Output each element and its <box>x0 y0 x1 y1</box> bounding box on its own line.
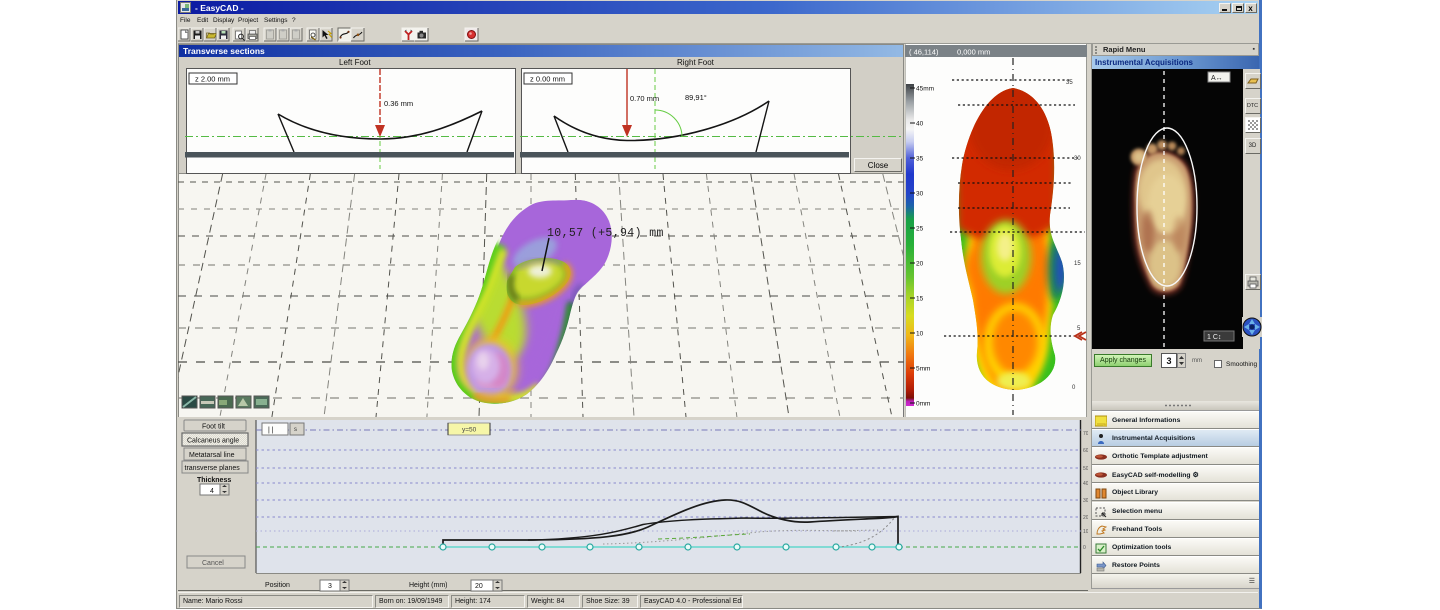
svg-text:0.36 mm: 0.36 mm <box>384 99 413 108</box>
svg-text:35: 35 <box>1066 80 1073 86</box>
svg-text:30: 30 <box>1083 498 1088 504</box>
svg-text:15: 15 <box>1074 261 1081 267</box>
svg-text:z 0.00 mm: z 0.00 mm <box>530 75 565 84</box>
svg-text:5: 5 <box>1077 326 1081 332</box>
svg-text:Metatarsal line: Metatarsal line <box>189 452 235 459</box>
svg-text:0: 0 <box>1083 545 1086 551</box>
svg-text:4: 4 <box>210 488 214 495</box>
svg-text:Calcaneus angle: Calcaneus angle <box>187 438 239 445</box>
svg-text:( 46,114): ( 46,114) <box>909 48 939 57</box>
svg-text:50: 50 <box>1083 466 1088 472</box>
svg-text:3: 3 <box>328 583 332 590</box>
svg-text:25: 25 <box>916 226 924 233</box>
svg-text:0.70 mm: 0.70 mm <box>630 94 659 103</box>
svg-text:5mm: 5mm <box>916 366 930 373</box>
svg-text:10: 10 <box>916 331 924 338</box>
svg-text:30: 30 <box>1074 156 1081 162</box>
svg-text:Height (mm): Height (mm) <box>409 582 448 589</box>
svg-text:0: 0 <box>1072 385 1076 391</box>
svg-text:1 C↕: 1 C↕ <box>1207 334 1221 341</box>
svg-text:0mm: 0mm <box>916 401 930 408</box>
svg-text:A↔: A↔ <box>1211 75 1223 82</box>
svg-text:20: 20 <box>916 261 924 268</box>
svg-text:z 2.00 mm: z 2.00 mm <box>195 75 230 84</box>
svg-text:10,57 (+5,94) mm: 10,57 (+5,94) mm <box>547 227 664 240</box>
svg-text:transverse planes: transverse planes <box>185 465 241 472</box>
svg-text:Position: Position <box>265 582 290 589</box>
svg-text:30: 30 <box>916 191 924 198</box>
svg-text:| |: | | <box>268 427 274 434</box>
svg-text:35: 35 <box>916 156 924 163</box>
svg-text:60: 60 <box>1083 448 1088 454</box>
svg-text:0,000 mm: 0,000 mm <box>957 48 990 57</box>
svg-text:s: s <box>294 427 297 433</box>
svg-text:y=50: y=50 <box>462 427 477 434</box>
svg-text:15: 15 <box>916 296 924 303</box>
svg-text:Cancel: Cancel <box>202 560 224 567</box>
svg-text:20: 20 <box>475 583 483 590</box>
svg-text:89,91°: 89,91° <box>685 93 707 102</box>
svg-text:Thickness: Thickness <box>197 477 231 484</box>
svg-text:40: 40 <box>1083 481 1088 487</box>
svg-text:45mm: 45mm <box>916 86 934 93</box>
svg-text:Foot tilt: Foot tilt <box>202 424 225 431</box>
svg-text:70: 70 <box>1083 431 1088 437</box>
svg-text:10: 10 <box>1083 529 1088 535</box>
svg-text:40: 40 <box>916 121 924 128</box>
svg-text:20: 20 <box>1083 515 1088 521</box>
